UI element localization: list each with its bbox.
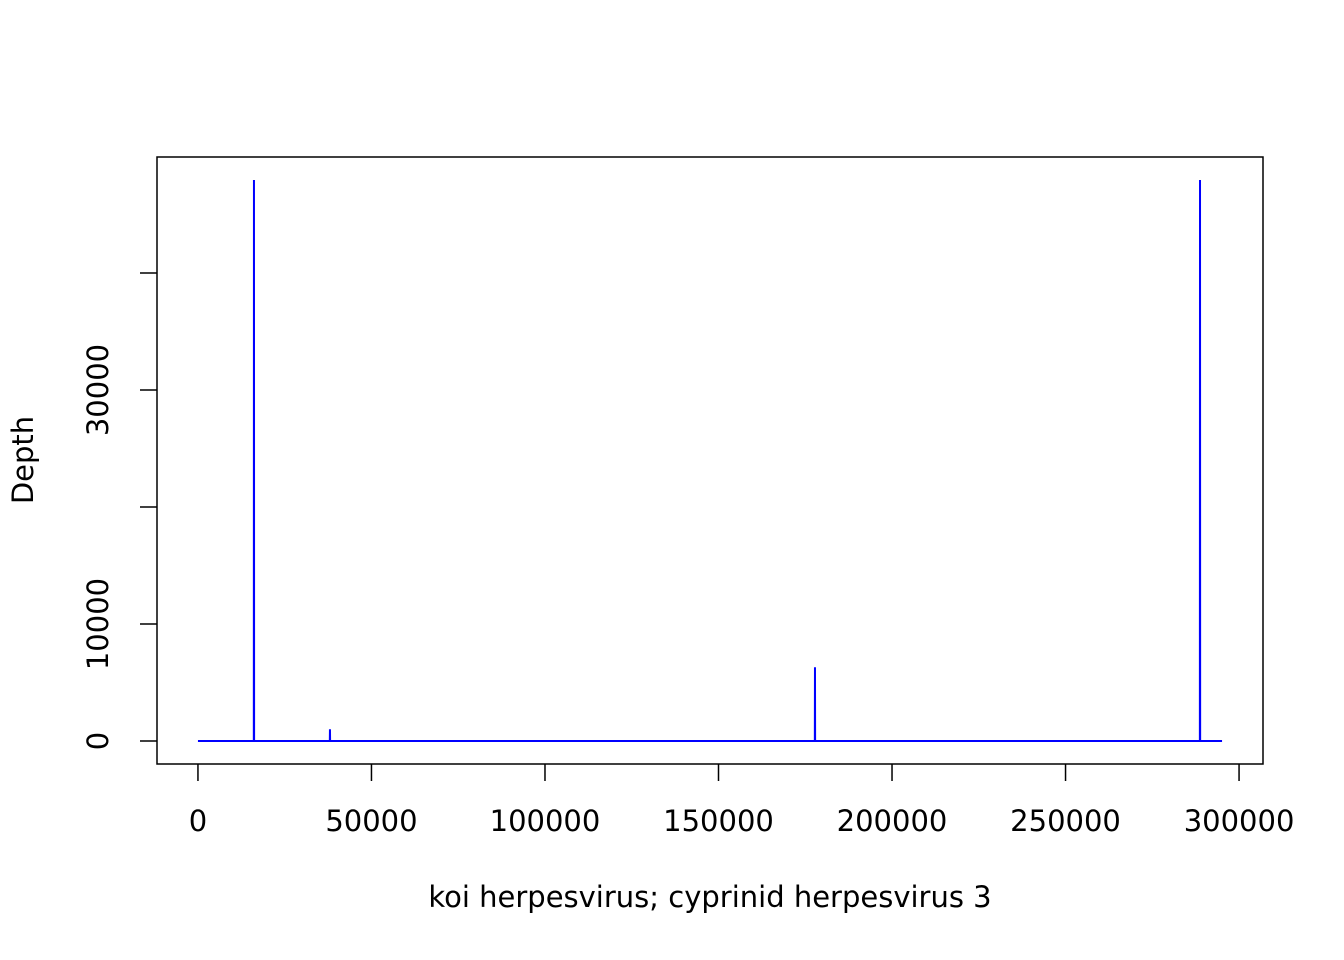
y-tick-label: 10000: [81, 578, 115, 670]
x-tick-label: 250000: [1010, 804, 1121, 838]
x-tick-label: 100000: [490, 804, 601, 838]
y-tick-label: 30000: [81, 344, 115, 436]
x-tick-label: 200000: [837, 804, 948, 838]
x-tick-label: 300000: [1184, 804, 1295, 838]
y-axis-label: Depth: [6, 416, 40, 504]
x-tick-label: 0: [189, 804, 207, 838]
x-tick-label: 50000: [325, 804, 417, 838]
y-tick-label: 0: [81, 732, 115, 750]
x-tick-label: 150000: [663, 804, 774, 838]
x-axis-label: koi herpesvirus; cyprinid herpesvirus 3: [428, 880, 991, 914]
data-line: [197, 179, 1223, 742]
plot-frame: [156, 156, 1264, 765]
